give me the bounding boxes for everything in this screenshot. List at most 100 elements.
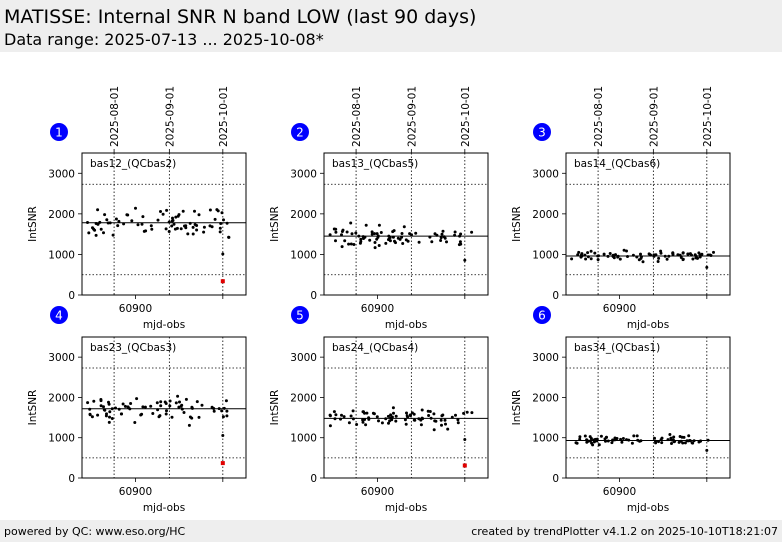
data-point <box>117 407 121 411</box>
data-point <box>114 406 117 410</box>
data-point <box>222 218 225 222</box>
date-tick-label: 2025-10-01 <box>460 86 472 147</box>
data-point <box>108 410 112 414</box>
data-point <box>102 408 106 412</box>
page-header: MATISSE: Internal SNR N band LOW (last 9… <box>0 0 782 52</box>
data-point <box>135 397 139 401</box>
data-point <box>165 208 169 212</box>
data-point <box>200 403 204 407</box>
data-point <box>406 239 410 243</box>
data-point <box>208 224 212 228</box>
data-point <box>574 441 578 445</box>
chart-panel-3: 3 2025-08-01 2025-09-01 2025-10-01 0 1000 2000… <box>511 86 731 331</box>
data-point <box>387 421 390 425</box>
page-subtitle: Data range: 2025-07-13 ... 2025-10-08* <box>4 30 324 49</box>
data-point <box>219 222 223 225</box>
data-point <box>225 409 229 413</box>
data-point <box>412 418 416 422</box>
y-tick-label: 3000 <box>48 168 75 180</box>
data-point <box>389 413 393 417</box>
data-point <box>396 236 400 240</box>
panel-badge-number: 1 <box>55 126 63 140</box>
data-point <box>218 230 222 234</box>
data-point <box>172 222 176 226</box>
data-point <box>597 443 601 447</box>
date-tick-label: 2025-10-01 <box>702 86 714 147</box>
data-point <box>141 405 145 409</box>
panel-badge <box>533 306 551 324</box>
data-point <box>641 260 645 264</box>
data-point <box>443 236 447 240</box>
page-title: MATISSE: Internal SNR N band LOW (last 9… <box>4 6 477 28</box>
plot-frame <box>323 336 489 479</box>
data-point <box>697 440 701 444</box>
data-point <box>87 231 91 235</box>
data-point <box>102 231 105 235</box>
data-point <box>591 443 595 447</box>
data-point <box>672 440 676 444</box>
data-point <box>191 232 195 236</box>
series-label: bas14_(QCbas6) <box>574 158 660 170</box>
data-point <box>429 416 433 420</box>
data-point <box>630 441 634 445</box>
data-point <box>463 258 467 262</box>
data-point <box>659 249 663 253</box>
data-point <box>586 255 590 259</box>
y-tick-label: 2000 <box>48 392 75 404</box>
data-point <box>180 407 184 411</box>
data-point <box>667 254 671 258</box>
data-point <box>227 235 231 239</box>
page-footer: powered by QC: www.eso.org/HC created by… <box>0 520 782 542</box>
data-point <box>167 220 171 224</box>
data-point <box>161 212 165 216</box>
chart-panel-2: 2 2025-08-01 2025-09-01 2025-10-01 0 1000 2000… <box>269 86 489 331</box>
data-point <box>578 437 582 441</box>
data-point <box>462 411 466 415</box>
data-point <box>596 258 600 262</box>
panel-badge <box>291 123 309 141</box>
data-point <box>432 428 436 432</box>
y-tick-label: 3000 <box>48 352 75 364</box>
data-point <box>611 438 615 442</box>
data-point <box>708 253 712 257</box>
data-point <box>96 413 100 417</box>
data-point <box>225 221 229 225</box>
data-point <box>373 232 376 236</box>
y-axis-label: IntSNR <box>269 206 281 242</box>
data-point <box>400 232 404 235</box>
data-point <box>139 413 143 417</box>
outlier-point <box>220 461 225 466</box>
data-point <box>187 423 191 427</box>
data-point <box>349 414 353 418</box>
data-point <box>167 230 171 233</box>
data-point <box>384 417 388 421</box>
data-point <box>441 413 445 417</box>
data-point <box>636 438 640 442</box>
data-point <box>340 245 344 249</box>
data-point <box>121 402 125 406</box>
data-point <box>435 233 439 237</box>
outlier-point <box>220 279 225 284</box>
series-label: bas34_(QCbas1) <box>574 342 660 354</box>
data-point <box>140 222 144 226</box>
data-point <box>593 437 597 441</box>
data-point <box>184 224 188 228</box>
data-point <box>679 256 683 259</box>
data-point <box>584 257 588 261</box>
data-point <box>90 415 94 419</box>
data-point <box>358 241 362 245</box>
data-point <box>592 440 596 444</box>
data-point <box>107 420 111 424</box>
panel-badge <box>533 123 551 141</box>
y-tick-label: 3000 <box>532 352 559 364</box>
data-point <box>583 253 587 257</box>
panel-badge-number: 2 <box>296 126 304 140</box>
data-point <box>364 423 368 427</box>
plot-frame <box>81 336 247 479</box>
y-tick-label: 1000 <box>290 433 317 445</box>
data-point <box>387 234 391 238</box>
data-point <box>377 419 380 423</box>
y-tick-label: 2000 <box>532 209 559 221</box>
data-point <box>670 438 674 442</box>
